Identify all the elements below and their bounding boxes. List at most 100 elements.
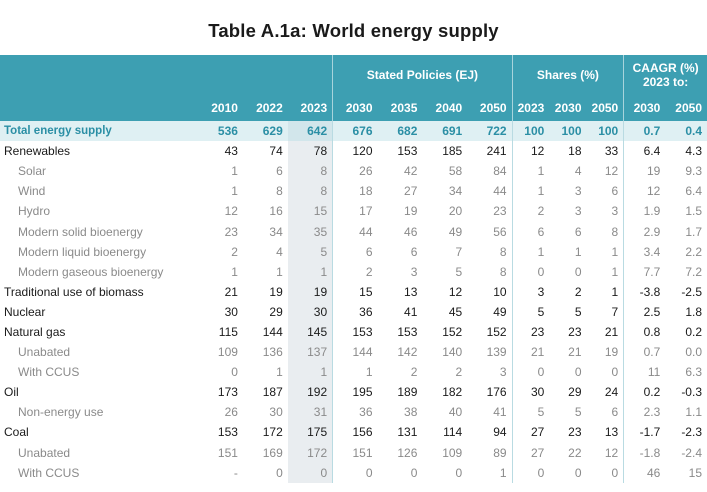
cell-value: 8 xyxy=(287,181,333,202)
cell-share: 29 xyxy=(568,385,582,400)
cell-value: 0 xyxy=(231,365,238,380)
cell-value: 10 xyxy=(493,284,507,299)
header-caagr-year: 2050 xyxy=(665,95,707,121)
cell-value: 185 xyxy=(442,144,463,159)
cell-value: 30 xyxy=(269,405,283,420)
cell-share: 13 xyxy=(604,425,619,440)
cell-value: 189 xyxy=(397,385,418,400)
cell-share: 1 xyxy=(574,244,582,259)
cell-caagr: 1.8 xyxy=(685,304,702,319)
cell-value: 49 xyxy=(493,304,507,319)
cell-share: 21 xyxy=(511,342,550,363)
cell-value: 35 xyxy=(287,221,333,242)
cell-share: 3 xyxy=(511,281,550,302)
cell-share: 19 xyxy=(604,345,619,360)
row-label: Unabated xyxy=(18,445,71,460)
cell-share: 6 xyxy=(511,221,550,242)
cell-value: 173 xyxy=(217,385,238,400)
row-label: With CCUS xyxy=(18,465,80,480)
cell-value: 195 xyxy=(332,382,378,403)
cell-value: 19 xyxy=(404,204,418,219)
cell-caagr: 7.7 xyxy=(623,261,666,282)
header-stated-policies: Stated Policies (EJ) xyxy=(332,55,513,95)
cell-share: 6 xyxy=(611,184,619,199)
cell-value: 36 xyxy=(332,402,378,423)
cell-value: 44 xyxy=(332,221,378,242)
cell-share: 21 xyxy=(604,324,619,339)
header-year: 2035 xyxy=(377,95,423,121)
table-row: Hydro 12 16 15 17 19 20 23 2 3 3 1.9 1.5 xyxy=(0,201,707,222)
cell-value: 8 xyxy=(499,244,507,259)
cell-value: 0 xyxy=(410,465,418,480)
cell-value: 8 xyxy=(499,264,507,279)
cell-value: 172 xyxy=(287,442,333,463)
table-row: With CCUS 0 1 1 1 2 2 3 0 0 0 11 6.3 xyxy=(0,362,707,383)
cell-value: 676 xyxy=(332,121,378,142)
cell-value: 23 xyxy=(493,204,507,219)
table-row: With CCUS -0 0 0 0 0 1 0 0 0 46 15 xyxy=(0,462,707,483)
cell-value: 29 xyxy=(269,304,283,319)
cell-value: 536 xyxy=(198,121,243,142)
cell-value: 46 xyxy=(404,224,418,239)
table-row: Oil 173 187 192 195 189 182 176 30 29 24 0.2 -0.3 xyxy=(0,382,707,403)
cell-caagr: 0.0 xyxy=(685,345,702,360)
cell-value: 2 xyxy=(231,244,238,259)
cell-share: 4 xyxy=(574,164,582,179)
cell-value: 114 xyxy=(443,425,463,440)
cell-share: 23 xyxy=(568,324,582,339)
cell-value: 84 xyxy=(493,164,507,179)
cell-value: 26 xyxy=(332,161,378,182)
row-label: Natural gas xyxy=(4,324,66,339)
cell-value: 691 xyxy=(422,121,468,142)
cell-value: 23 xyxy=(224,224,238,239)
cell-value: 144 xyxy=(332,342,378,363)
cell-share: 24 xyxy=(604,385,619,400)
cell-value: 0 xyxy=(287,462,333,483)
cell-share: 23 xyxy=(511,321,550,343)
cell-value: 27 xyxy=(404,184,418,199)
cell-value: 153 xyxy=(397,144,418,159)
cell-caagr: 6.4 xyxy=(623,141,666,162)
energy-supply-table: Stated Policies (EJ) Shares (%) CAAGR (%… xyxy=(0,55,707,483)
cell-caagr: 1.5 xyxy=(685,204,702,219)
cell-value: 144 xyxy=(262,324,283,339)
cell-value: 18 xyxy=(332,181,378,202)
row-label: Coal xyxy=(4,425,29,440)
cell-value: 44 xyxy=(493,184,507,199)
cell-caagr: -3.8 xyxy=(623,281,666,302)
table-row: Modern gaseous bioenergy 1 1 1 2 3 5 8 0 0 1 7.7 7.2 xyxy=(0,261,707,282)
cell-share: 1 xyxy=(611,244,619,259)
table-row: Traditional use of biomass 21 19 19 15 13 12 10… xyxy=(0,281,707,302)
cell-value: 34 xyxy=(448,184,463,199)
cell-value: 176 xyxy=(486,385,507,400)
cell-value: 41 xyxy=(493,405,507,420)
cell-share: 21 xyxy=(568,345,582,360)
cell-value: 26 xyxy=(224,405,238,420)
cell-value: - xyxy=(233,465,238,480)
cell-value: 3 xyxy=(499,365,507,380)
cell-share: 0 xyxy=(574,365,582,380)
cell-value: 34 xyxy=(269,224,283,239)
cell-value: 58 xyxy=(448,164,463,179)
cell-value: 45 xyxy=(448,304,463,319)
cell-value: 151 xyxy=(217,445,238,460)
cell-value: 145 xyxy=(287,321,333,343)
cell-value: 5 xyxy=(455,264,463,279)
cell-share: 3 xyxy=(611,204,619,219)
cell-share: 0 xyxy=(511,362,550,383)
row-label: Non-energy use xyxy=(18,405,104,420)
cell-share: 1 xyxy=(611,264,619,279)
cell-share: 6 xyxy=(574,224,582,239)
cell-share: 23 xyxy=(568,425,582,440)
cell-share: 30 xyxy=(511,382,550,403)
cell-share: 33 xyxy=(604,144,619,159)
cell-share: 100 xyxy=(549,121,587,142)
cell-share: 1 xyxy=(511,181,550,202)
cell-caagr: 19 xyxy=(623,161,666,182)
cell-value: 19 xyxy=(287,281,333,302)
cell-share: 1 xyxy=(511,241,550,262)
cell-value: 7 xyxy=(455,244,463,259)
cell-value: 17 xyxy=(332,201,378,222)
cell-value: 131 xyxy=(397,425,418,440)
cell-value: 21 xyxy=(224,284,238,299)
